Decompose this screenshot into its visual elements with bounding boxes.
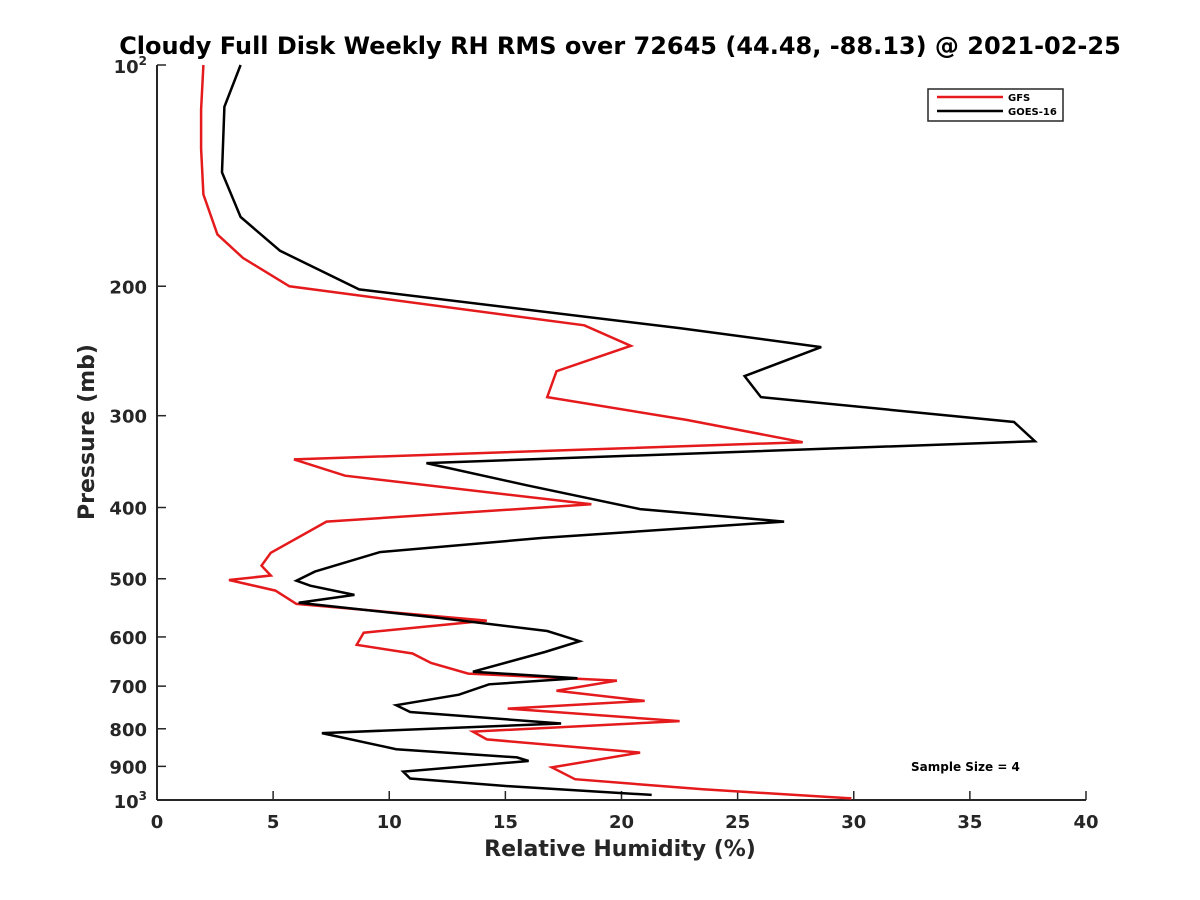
x-tick-label: 40	[1073, 812, 1098, 833]
x-tick-label: 25	[725, 812, 750, 833]
y-tick-exponent: 3	[139, 789, 147, 803]
x-tick-label: 5	[267, 812, 280, 833]
x-tick-label: 0	[151, 812, 164, 833]
y-tick-label: 700	[109, 677, 147, 698]
chart-title: Cloudy Full Disk Weekly RH RMS over 7264…	[119, 32, 1121, 60]
plot-area	[156, 65, 1086, 801]
x-axis-label: Relative Humidity (%)	[484, 837, 756, 862]
x-tick-label: 30	[841, 812, 866, 833]
series-line-goes16	[220, 64, 1038, 797]
y-tick-label: 500	[109, 570, 147, 591]
y-tick-label: 103	[114, 789, 147, 813]
series-lines	[199, 64, 1038, 800]
legend-label-goes16: GOES-16	[1008, 107, 1057, 118]
y-tick-label: 900	[109, 757, 147, 778]
y-tick-label: 300	[109, 407, 147, 428]
x-tick-label: 10	[377, 812, 402, 833]
y-tick-base: 10	[114, 792, 139, 813]
x-tick-label: 15	[493, 812, 518, 833]
series-line-gfs	[199, 64, 852, 800]
y-tick-label: 800	[109, 720, 147, 741]
sample-size-annotation: Sample Size = 4	[911, 760, 1020, 774]
y-tick-label: 400	[109, 499, 147, 520]
y-tick-label: 600	[109, 628, 147, 649]
legend-box	[927, 88, 1064, 122]
y-axis-label: Pressure (mb)	[75, 344, 100, 520]
y-tick-exponent: 2	[139, 54, 147, 68]
y-tick-label: 200	[109, 277, 147, 298]
y-tick-base: 10	[114, 57, 139, 78]
x-ticks: 0 5 10 15 20 25 30 35 40	[151, 791, 1099, 833]
legend: GFS GOES-16	[927, 88, 1064, 122]
x-tick-label: 20	[609, 812, 634, 833]
x-tick-label: 35	[957, 812, 982, 833]
legend-label-gfs: GFS	[1008, 93, 1030, 104]
y-tick-label: 102	[114, 54, 147, 78]
